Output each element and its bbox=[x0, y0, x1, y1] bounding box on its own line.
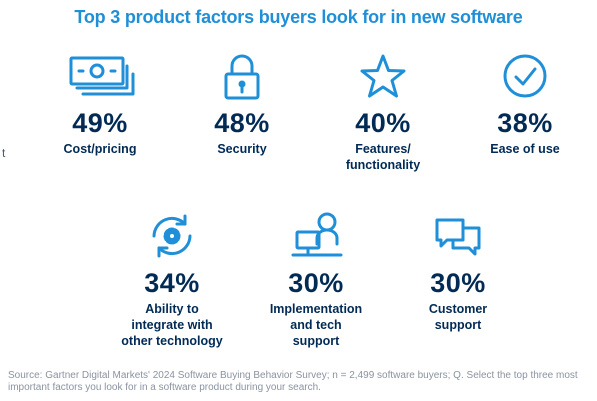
factor-percent: 30% bbox=[288, 268, 344, 298]
money-bills-icon bbox=[69, 56, 135, 96]
source-note: Source: Gartner Digital Markets' 2024 So… bbox=[8, 370, 578, 393]
person-computer-icon bbox=[291, 212, 343, 257]
factor-percent: 49% bbox=[72, 108, 128, 138]
factor-label: Customer support bbox=[428, 302, 488, 332]
padlock-icon bbox=[224, 54, 260, 100]
page-title: Top 3 product factors buyers look for in… bbox=[74, 7, 523, 27]
gear-refresh-icon bbox=[152, 214, 192, 258]
factor-integration: 34% Ability to integrate with other tech… bbox=[102, 210, 242, 349]
factor-label: Security bbox=[217, 142, 267, 156]
cropped-text-fragment: t bbox=[2, 146, 6, 160]
factor-features: 40% Features/ functionality bbox=[313, 52, 453, 173]
factor-label: Ability to integrate with other technolo… bbox=[121, 302, 223, 348]
factor-percent: 40% bbox=[355, 108, 411, 138]
factor-security: 48% Security bbox=[172, 52, 312, 157]
factor-customer-support: 30% Customer support bbox=[388, 210, 528, 333]
factor-label: Features/ functionality bbox=[345, 142, 421, 172]
factor-implementation-support: 30% Implementation and tech support bbox=[246, 210, 386, 349]
factor-label: Ease of use bbox=[490, 142, 560, 156]
factor-percent: 30% bbox=[430, 268, 486, 298]
factor-cost-pricing: 49% Cost/pricing bbox=[30, 52, 170, 157]
chat-bubbles-icon bbox=[435, 218, 481, 256]
factor-ease-of-use: 38% Ease of use bbox=[455, 52, 595, 157]
check-circle-icon bbox=[503, 54, 547, 98]
factor-percent: 48% bbox=[214, 108, 270, 138]
factor-percent: 38% bbox=[497, 108, 553, 138]
factor-label: Cost/pricing bbox=[63, 142, 137, 156]
star-icon bbox=[360, 54, 406, 98]
factor-label: Implementation and tech support bbox=[269, 302, 363, 348]
factor-percent: 34% bbox=[144, 268, 200, 298]
